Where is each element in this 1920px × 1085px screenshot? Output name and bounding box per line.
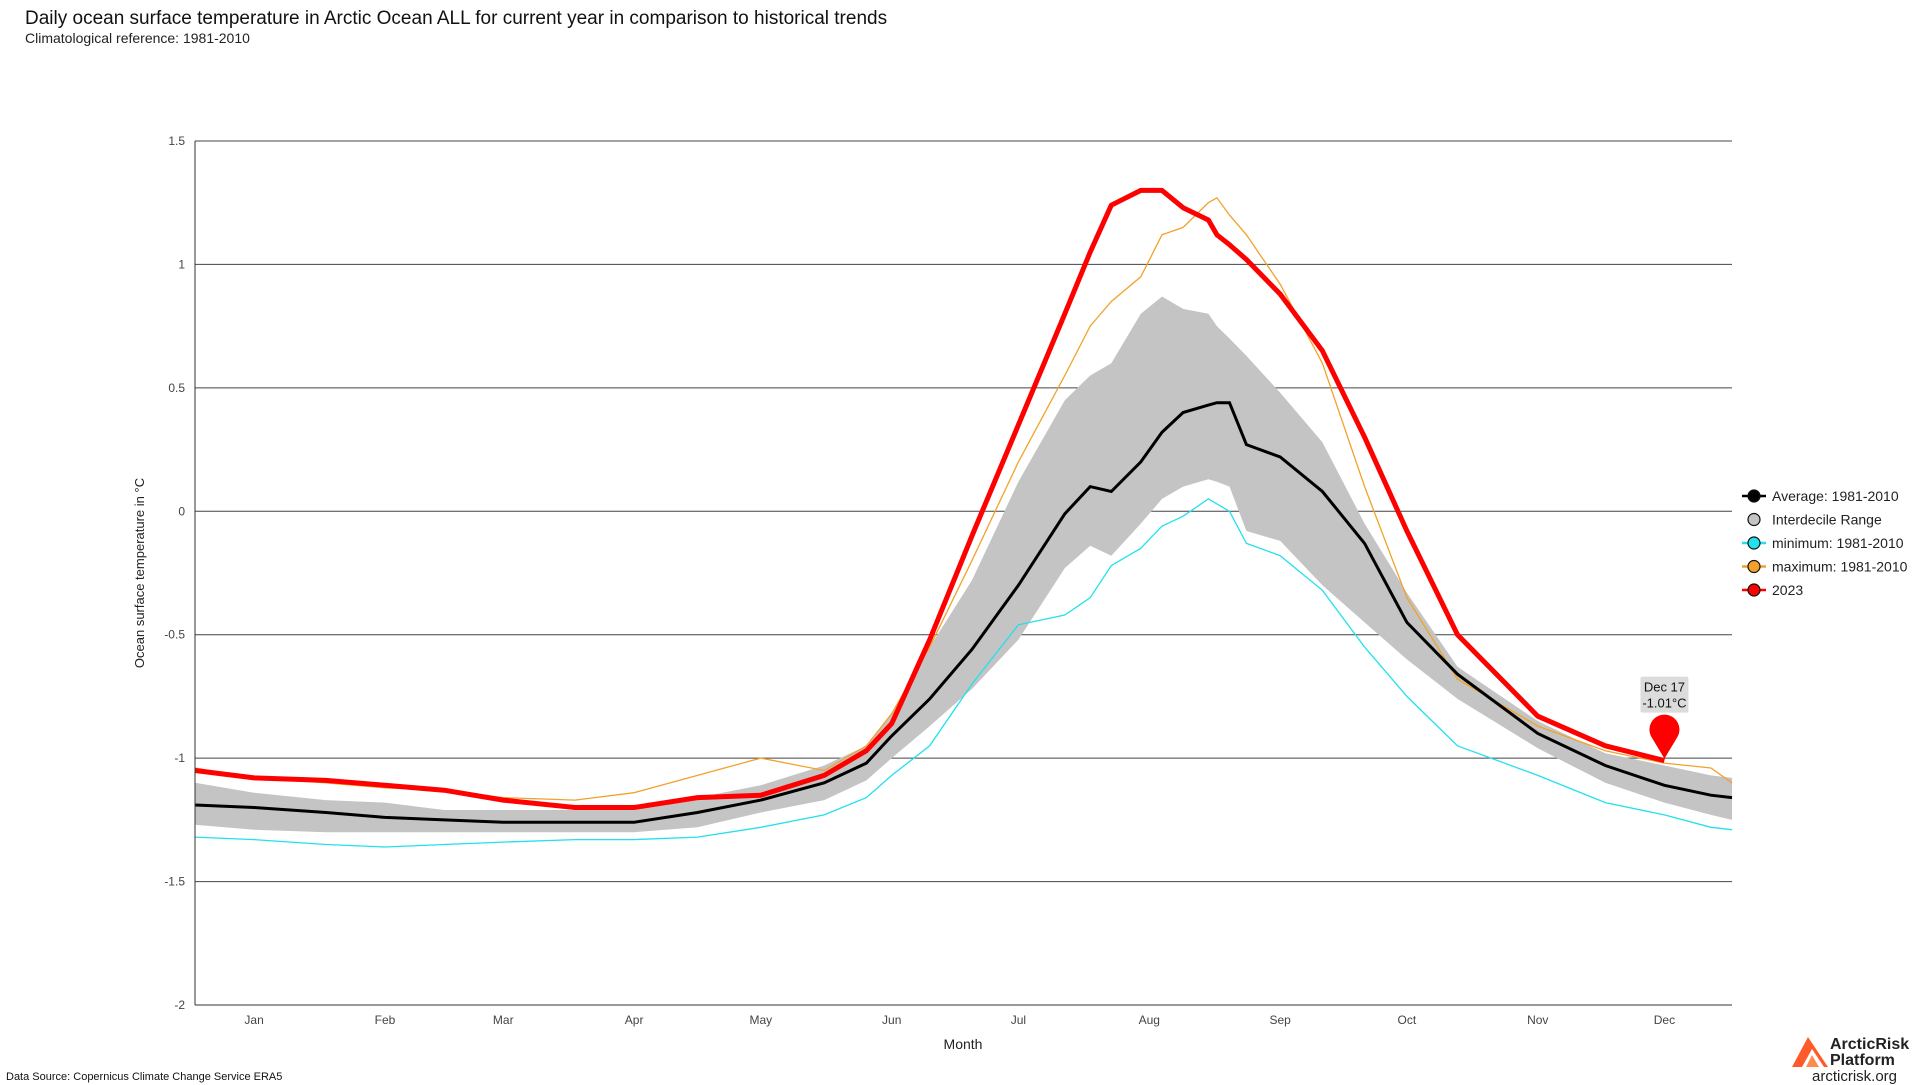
chart-title: Daily ocean surface temperature in Arcti…: [25, 8, 888, 29]
tooltip-value: -1.01°C: [1642, 696, 1686, 711]
y-tick-label: 1: [178, 257, 185, 271]
y-tick-label: -1.5: [164, 875, 185, 889]
x-tick-label: Dec: [1654, 1013, 1675, 1027]
x-tick-label: May: [749, 1013, 772, 1027]
legend-label-minimum: minimum: 1981-2010: [1772, 535, 1904, 551]
y-axis-title: Ocean surface temperature in °C: [132, 478, 147, 668]
x-tick-label: Aug: [1139, 1013, 1160, 1027]
tooltip-date: Dec 17: [1644, 680, 1685, 695]
legend-label-current: 2023: [1772, 582, 1803, 598]
legend-marker-average: [1747, 489, 1761, 503]
y-tick-label: -1: [174, 751, 185, 765]
axes: 1.5 1 0.5 0 -0.5 -1 -1.5 -2 Jan Feb Mar Apr May Jun Ju…: [132, 134, 1732, 1052]
tooltip-box: [1640, 676, 1689, 713]
annotation: Dec 17-1.01°C: [1640, 676, 1689, 759]
x-tick-label: Mar: [493, 1013, 514, 1027]
x-tick-label: Nov: [1527, 1013, 1548, 1027]
legend-marker-current: [1747, 583, 1761, 597]
series-maximum-line: [194, 196, 1733, 801]
series-2023-line: [194, 187, 1666, 810]
grid-lines: [195, 140, 1732, 1006]
x-tick-label: Jun: [882, 1013, 901, 1027]
logo-name: ArcticRisk Platform: [1830, 1036, 1910, 1069]
x-tick-label: Jan: [244, 1013, 263, 1027]
legend-label-interdecile: Interdecile Range: [1772, 512, 1882, 528]
chart-subtitle: Climatological reference: 1981-2010: [25, 30, 250, 46]
legend-label-average: Average: 1981-2010: [1772, 488, 1899, 504]
x-tick-label: Feb: [375, 1013, 396, 1027]
x-tick-label: Jul: [1011, 1013, 1026, 1027]
series-minimum-line: [194, 498, 1733, 848]
series-average-line: [194, 401, 1733, 824]
data-source: Data Source: Copernicus Climate Change S…: [6, 1071, 283, 1083]
x-tick-label: Apr: [625, 1013, 644, 1027]
series-layer: [194, 187, 1733, 848]
legend-marker-interdecile: [1747, 512, 1761, 527]
logo-mountain-icon: [1792, 1037, 1828, 1067]
y-tick-label: 0: [178, 504, 185, 518]
legend-marker-minimum: [1747, 536, 1761, 550]
y-tick-label: -0.5: [164, 628, 185, 642]
x-tick-label: Sep: [1270, 1013, 1292, 1027]
arcticrisk-logo[interactable]: ArcticRisk Platform arcticrisk.org: [1792, 1035, 1920, 1085]
logo-url: arcticrisk.org: [1812, 1068, 1898, 1085]
legend-marker-maximum: [1747, 559, 1761, 574]
y-tick-label: -2: [174, 998, 185, 1012]
y-tick-label: 0.5: [168, 381, 185, 395]
current-value-marker: [1649, 714, 1680, 759]
legend: Average: 1981-2010 Interdecile Range minim…: [1742, 488, 1908, 598]
legend-label-maximum: maximum: 1981-2010: [1772, 559, 1908, 575]
temperature-chart: 1.5 1 0.5 0 -0.5 -1 -1.5 -2 Jan Feb Mar Apr May Jun Ju…: [132, 134, 1908, 1052]
series-interdecile-range: [195, 296, 1732, 833]
x-tick-label: Oct: [1398, 1013, 1417, 1027]
x-axis-title: Month: [944, 1036, 983, 1052]
y-tick-label: 1.5: [168, 134, 185, 148]
